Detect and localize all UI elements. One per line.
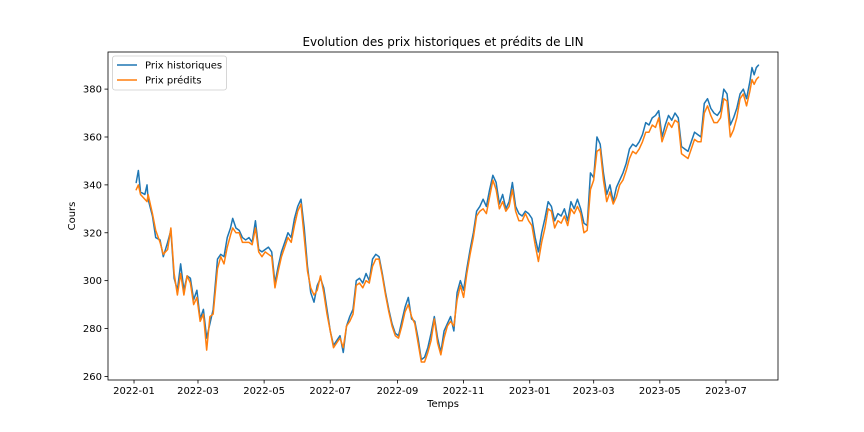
x-axis-title: Temps bbox=[426, 399, 459, 410]
x-tick-label: 2022-07 bbox=[309, 386, 351, 397]
legend: Prix historiques Prix prédits bbox=[112, 55, 227, 91]
x-tick-label: 2022-05 bbox=[243, 386, 285, 397]
y-tick-label: 360 bbox=[83, 132, 102, 143]
x-tick-label: 2023-01 bbox=[509, 386, 551, 397]
series-line-1 bbox=[135, 76, 760, 363]
legend-label: Prix historiques bbox=[145, 61, 222, 72]
axes-frame bbox=[107, 51, 779, 381]
x-tick-label: 2022-03 bbox=[177, 386, 219, 397]
x-tick-label: 2023-03 bbox=[573, 386, 615, 397]
series-layer bbox=[135, 64, 760, 363]
x-tick-label: 2022-01 bbox=[113, 386, 155, 397]
plot-background bbox=[108, 52, 778, 380]
series-line-0 bbox=[135, 64, 760, 361]
y-axis-title: Cours bbox=[67, 202, 78, 231]
legend-box bbox=[112, 55, 227, 91]
y-tick-label: 280 bbox=[83, 324, 102, 335]
y-tick-label: 380 bbox=[83, 85, 102, 96]
legend-label: Prix prédits bbox=[145, 75, 202, 87]
x-tick-label: 2022-11 bbox=[443, 386, 485, 397]
x-tick-label: 2023-07 bbox=[705, 386, 747, 397]
y-tick-label: 300 bbox=[83, 276, 102, 287]
x-tick-label: 2022-09 bbox=[377, 386, 419, 397]
y-tick-label: 320 bbox=[83, 228, 102, 239]
axes-layer: 2022-01 2022-03 2022-05 2022-07 2022-09 2022-… bbox=[83, 51, 779, 397]
y-tick-label: 340 bbox=[83, 180, 102, 191]
chart-title: Evolution des prix historiques et prédit… bbox=[302, 35, 583, 49]
plot-area bbox=[108, 52, 778, 380]
x-tick-label: 2023-05 bbox=[639, 386, 681, 397]
y-tick-label: 260 bbox=[83, 372, 102, 383]
